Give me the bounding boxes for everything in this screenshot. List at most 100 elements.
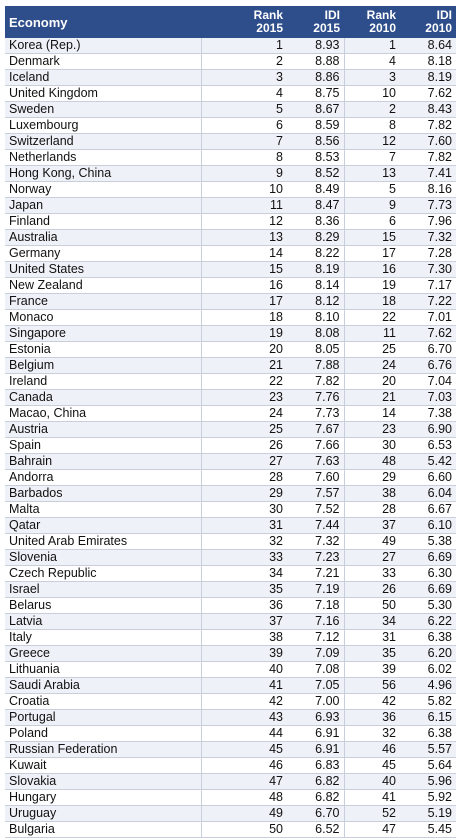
- cell-rank-2010: 14: [343, 405, 400, 422]
- cell-rank-2015: 44: [200, 725, 287, 742]
- table-row: Slovenia 33 7.23 27 6.69: [5, 549, 456, 566]
- cell-idi-2015: 8.22: [287, 245, 344, 262]
- cell-rank-2010: 36: [343, 709, 400, 726]
- header-row: Economy Rank 2015 IDI 2015 Rank 2010 IDI 201…: [5, 6, 456, 38]
- table-row: Sweden 5 8.67 2 8.43: [5, 101, 456, 118]
- cell-rank-2015: 15: [200, 261, 287, 278]
- header-rank-2015-line1: Rank: [253, 8, 283, 22]
- cell-rank-2015: 16: [200, 277, 287, 294]
- table-row: Hungary 48 6.82 41 5.92: [5, 789, 456, 806]
- cell-idi-2010: 6.69: [400, 581, 456, 598]
- cell-rank-2010: 9: [343, 197, 400, 214]
- table-row: Greece 39 7.09 35 6.20: [5, 645, 456, 662]
- header-rank-2015-line2: 2015: [256, 21, 283, 35]
- cell-economy: Slovakia: [5, 773, 201, 790]
- cell-economy: Norway: [5, 181, 201, 198]
- cell-economy: Greece: [5, 645, 201, 662]
- table-row: Hong Kong, China 9 8.52 13 7.41: [5, 165, 456, 182]
- cell-rank-2010: 21: [343, 389, 400, 406]
- cell-idi-2010: 6.67: [400, 501, 456, 518]
- table-row: Kuwait 46 6.83 45 5.64: [5, 757, 456, 774]
- cell-rank-2015: 48: [200, 789, 287, 806]
- table-row: France 17 8.12 18 7.22: [5, 293, 456, 310]
- cell-economy: Macao, China: [5, 405, 201, 422]
- cell-rank-2010: 5: [343, 181, 400, 198]
- cell-rank-2015: 20: [200, 341, 287, 358]
- cell-rank-2015: 22: [200, 373, 287, 390]
- cell-idi-2015: 7.09: [287, 645, 344, 662]
- cell-idi-2015: 8.05: [287, 341, 344, 358]
- idi-ranking-table-container: Economy Rank 2015 IDI 2015 Rank 2010 IDI 201…: [5, 6, 456, 838]
- cell-idi-2015: 6.91: [287, 741, 344, 758]
- cell-rank-2015: 2: [200, 53, 287, 70]
- cell-idi-2010: 6.38: [400, 725, 456, 742]
- table-row: Macao, China 24 7.73 14 7.38: [5, 405, 456, 422]
- cell-idi-2010: 8.19: [400, 69, 456, 86]
- cell-rank-2010: 48: [343, 453, 400, 470]
- cell-idi-2010: 6.10: [400, 517, 456, 534]
- cell-idi-2015: 7.82: [287, 373, 344, 390]
- cell-idi-2015: 7.60: [287, 469, 344, 486]
- cell-economy: France: [5, 293, 201, 310]
- cell-rank-2010: 33: [343, 565, 400, 582]
- table-row: Netherlands 8 8.53 7 7.82: [5, 149, 456, 166]
- cell-rank-2015: 23: [200, 389, 287, 406]
- cell-rank-2010: 1: [343, 38, 400, 54]
- cell-economy: Italy: [5, 629, 201, 646]
- cell-rank-2010: 27: [343, 549, 400, 566]
- cell-economy: Lithuania: [5, 661, 201, 678]
- cell-rank-2010: 46: [343, 741, 400, 758]
- table-row: Belarus 36 7.18 50 5.30: [5, 597, 456, 614]
- cell-rank-2015: 3: [200, 69, 287, 86]
- cell-idi-2015: 8.59: [287, 117, 344, 134]
- cell-rank-2015: 7: [200, 133, 287, 150]
- cell-idi-2015: 8.14: [287, 277, 344, 294]
- table-row: Singapore 19 8.08 11 7.62: [5, 325, 456, 342]
- cell-economy: Luxembourg: [5, 117, 201, 134]
- cell-idi-2015: 6.82: [287, 789, 344, 806]
- cell-rank-2010: 45: [343, 757, 400, 774]
- cell-rank-2015: 27: [200, 453, 287, 470]
- table-row: Malta 30 7.52 28 6.67: [5, 501, 456, 518]
- cell-idi-2015: 7.76: [287, 389, 344, 406]
- cell-rank-2015: 28: [200, 469, 287, 486]
- cell-idi-2015: 8.36: [287, 213, 344, 230]
- cell-rank-2010: 11: [343, 325, 400, 342]
- cell-idi-2015: 7.23: [287, 549, 344, 566]
- table-row: Germany 14 8.22 17 7.28: [5, 245, 456, 262]
- cell-economy: Sweden: [5, 101, 201, 118]
- cell-economy: Qatar: [5, 517, 201, 534]
- cell-idi-2010: 6.90: [400, 421, 456, 438]
- cell-economy: Belarus: [5, 597, 201, 614]
- cell-idi-2010: 7.41: [400, 165, 456, 182]
- cell-idi-2015: 7.32: [287, 533, 344, 550]
- cell-idi-2010: 6.30: [400, 565, 456, 582]
- cell-idi-2015: 8.08: [287, 325, 344, 342]
- table-row: Estonia 20 8.05 25 6.70: [5, 341, 456, 358]
- cell-rank-2015: 25: [200, 421, 287, 438]
- cell-idi-2010: 7.62: [400, 85, 456, 102]
- table-row: Croatia 42 7.00 42 5.82: [5, 693, 456, 710]
- cell-idi-2010: 6.04: [400, 485, 456, 502]
- table-row: United Kingdom 4 8.75 10 7.62: [5, 85, 456, 102]
- cell-idi-2010: 6.15: [400, 709, 456, 726]
- header-idi-2015-line2: 2015: [313, 21, 340, 35]
- cell-idi-2015: 8.75: [287, 85, 344, 102]
- cell-rank-2010: 24: [343, 357, 400, 374]
- cell-rank-2015: 39: [200, 645, 287, 662]
- cell-rank-2010: 31: [343, 629, 400, 646]
- cell-rank-2010: 20: [343, 373, 400, 390]
- cell-idi-2010: 7.96: [400, 213, 456, 230]
- cell-idi-2015: 7.12: [287, 629, 344, 646]
- cell-idi-2010: 8.18: [400, 53, 456, 70]
- cell-idi-2010: 7.03: [400, 389, 456, 406]
- table-row: Iceland 3 8.86 3 8.19: [5, 69, 456, 86]
- cell-rank-2015: 4: [200, 85, 287, 102]
- cell-economy: Israel: [5, 581, 201, 598]
- cell-rank-2010: 49: [343, 533, 400, 550]
- cell-rank-2015: 46: [200, 757, 287, 774]
- cell-rank-2010: 8: [343, 117, 400, 134]
- cell-idi-2015: 6.91: [287, 725, 344, 742]
- table-row: Australia 13 8.29 15 7.32: [5, 229, 456, 246]
- cell-idi-2015: 8.86: [287, 69, 344, 86]
